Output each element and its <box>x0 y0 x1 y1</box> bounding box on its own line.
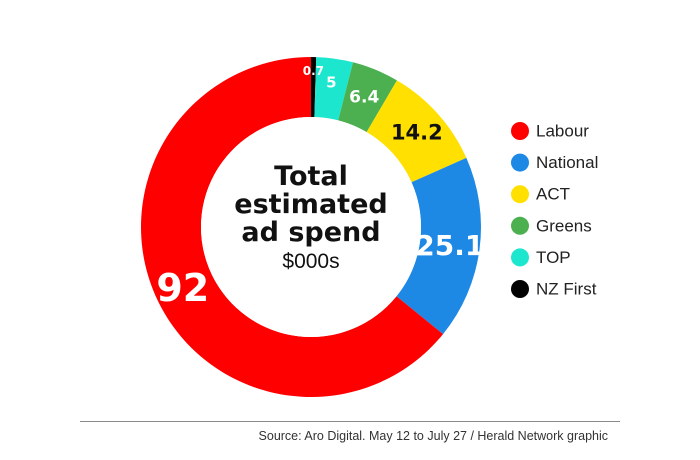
slice-act <box>366 80 467 183</box>
center-title-line-2: estimated <box>234 189 387 220</box>
legend-label-labour: Labour <box>536 122 589 141</box>
slice-labour <box>141 57 444 398</box>
slice-label-greens: 6.4 <box>349 88 379 108</box>
slice-label-nz-first: 0.7 <box>303 64 324 78</box>
center-title-line-1: Total <box>274 161 348 192</box>
slice-label-act: 14.2 <box>391 120 443 144</box>
slice-labels: 0.75 6.4 14.2 25.1 92 <box>156 64 484 310</box>
legend-swatch-nz-first <box>511 280 529 298</box>
slice-top <box>314 57 354 121</box>
donut-slices <box>141 57 481 398</box>
legend-label-act: ACT <box>536 185 570 204</box>
slice-nz-first <box>311 57 317 118</box>
slice-national <box>396 157 481 335</box>
legend-label-top: TOP <box>536 248 571 267</box>
slice-label-top: 5 <box>326 73 336 91</box>
slice-label-national: 25.1 <box>415 229 484 262</box>
legend-swatch-act <box>511 185 529 204</box>
center-title: Total estimated ad spend $000s <box>234 161 387 273</box>
legend-swatch-top <box>511 248 529 267</box>
legend-swatch-national <box>511 153 529 172</box>
legend-swatch-greens <box>511 216 529 235</box>
legend-label-national: National <box>536 153 598 172</box>
legend-label-nz-first: NZ First <box>536 280 597 299</box>
source-note: Source: Aro Digital. May 12 to July 27 /… <box>258 429 608 443</box>
slice-greens <box>338 62 397 133</box>
donut-hole <box>201 117 421 337</box>
donut-chart: 0.75 6.4 14.2 25.1 92 Total estimated ad spe… <box>141 57 598 398</box>
legend: Labour National ACT Greens TOP NZ First <box>511 122 598 299</box>
footer-divider <box>80 421 620 422</box>
center-title-line-3: ad spend <box>241 217 380 248</box>
slice-label-labour: 92 <box>156 266 209 310</box>
legend-label-greens: Greens <box>536 216 592 235</box>
center-unit: $000s <box>282 250 339 273</box>
legend-swatch-labour <box>511 122 529 140</box>
